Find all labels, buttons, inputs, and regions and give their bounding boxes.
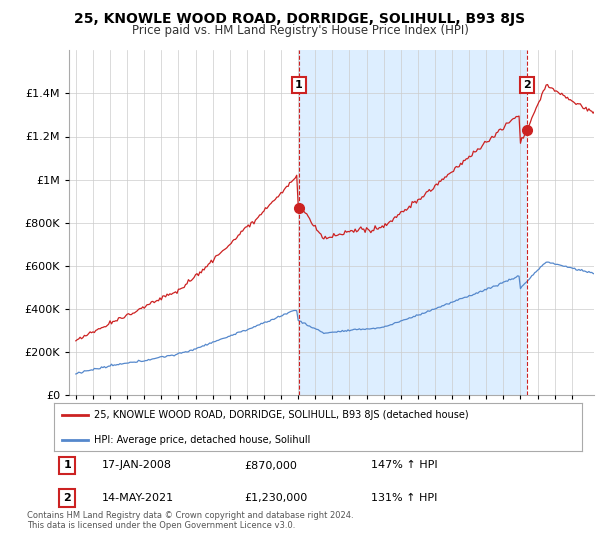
Text: HPI: Average price, detached house, Solihull: HPI: Average price, detached house, Soli… <box>94 435 310 445</box>
Text: Price paid vs. HM Land Registry's House Price Index (HPI): Price paid vs. HM Land Registry's House … <box>131 24 469 37</box>
Text: 17-JAN-2008: 17-JAN-2008 <box>101 460 172 470</box>
Text: 25, KNOWLE WOOD ROAD, DORRIDGE, SOLIHULL, B93 8JS (detached house): 25, KNOWLE WOOD ROAD, DORRIDGE, SOLIHULL… <box>94 410 468 420</box>
Text: £870,000: £870,000 <box>244 460 297 470</box>
Text: 2: 2 <box>64 493 71 503</box>
Text: £1,230,000: £1,230,000 <box>244 493 307 503</box>
Text: 131% ↑ HPI: 131% ↑ HPI <box>371 493 437 503</box>
Text: 1: 1 <box>64 460 71 470</box>
Bar <box>299 50 527 395</box>
Text: 2: 2 <box>523 80 531 90</box>
Text: 1: 1 <box>295 80 303 90</box>
Text: 147% ↑ HPI: 147% ↑ HPI <box>371 460 437 470</box>
Text: 25, KNOWLE WOOD ROAD, DORRIDGE, SOLIHULL, B93 8JS: 25, KNOWLE WOOD ROAD, DORRIDGE, SOLIHULL… <box>74 12 526 26</box>
Text: Contains HM Land Registry data © Crown copyright and database right 2024.
This d: Contains HM Land Registry data © Crown c… <box>27 511 353 530</box>
Text: 14-MAY-2021: 14-MAY-2021 <box>101 493 173 503</box>
